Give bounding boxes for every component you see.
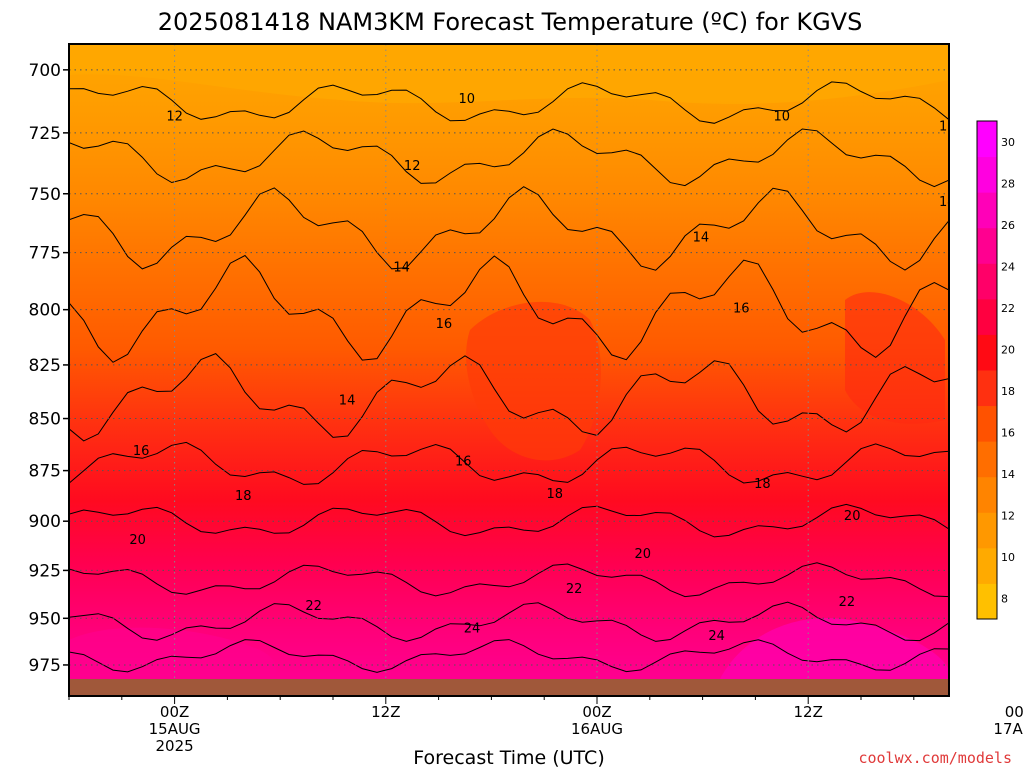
colorbar-segment — [977, 476, 997, 513]
colorbar-tick-label: 22 — [1001, 302, 1015, 315]
isotherm-line — [69, 128, 949, 188]
colorbar-tick-label: 14 — [1001, 468, 1015, 481]
isotherm-label: 16 — [436, 317, 453, 332]
colorbar-tick-label: 10 — [1001, 551, 1015, 564]
isotherm-label: 22 — [839, 595, 856, 610]
isotherm-label: 18 — [754, 477, 771, 492]
chart-title: 2025081418 NAM3KM Forecast Temperature (… — [158, 8, 863, 36]
colorbar-segment — [977, 334, 997, 371]
x-tick-label: 00Z — [160, 703, 189, 721]
isotherm-label: 20 — [634, 547, 651, 562]
isotherm-lines — [69, 81, 949, 673]
isotherm-label: 20 — [129, 533, 146, 548]
credit-text: coolwx.com/models — [858, 749, 1012, 767]
x-tick-label: 15AUG — [149, 720, 201, 738]
isotherm-label: 16 — [133, 444, 150, 459]
isotherm-line — [69, 186, 949, 271]
ground-surface — [69, 679, 949, 696]
y-tick-label: 900 — [29, 512, 61, 532]
colorbar-tick-label: 30 — [1001, 136, 1015, 149]
isotherm-label: 14 — [693, 230, 710, 245]
isotherm-label: 12 — [939, 119, 956, 134]
x-tick-label: 2025 — [156, 737, 194, 755]
colorbar-segment — [977, 263, 997, 300]
y-tick-label: 925 — [29, 561, 61, 581]
x-tick-label: 00Z — [1005, 703, 1024, 721]
colorbar-tick-label: 24 — [1001, 260, 1015, 273]
colorbar-segment — [977, 298, 997, 335]
isotherm-label: 24 — [708, 629, 725, 644]
isotherm-label: 14 — [939, 195, 956, 210]
isotherm-label: 18 — [235, 489, 252, 504]
isotherm-labels: 1010121212141414161616141616181818182020… — [129, 92, 956, 644]
x-tick-label: 16AUG — [571, 720, 623, 738]
colorbar-segment — [977, 547, 997, 584]
y-tick-label: 750 — [29, 185, 61, 205]
y-tick-label: 775 — [29, 244, 61, 264]
colorbar-tick-label: 16 — [1001, 426, 1015, 439]
colorbar-segment — [977, 583, 997, 620]
isotherm-line — [69, 601, 949, 642]
x-tick-label: 12Z — [794, 703, 823, 721]
isotherm-label: 22 — [566, 582, 583, 597]
colorbar-tick-label: 26 — [1001, 219, 1015, 232]
isotherm-label: 10 — [458, 92, 475, 107]
colorbar-frame — [976, 120, 998, 620]
plot-frame — [68, 43, 950, 697]
hot-pocket-surface-left — [69, 627, 277, 679]
y-tick-label: 875 — [29, 462, 61, 482]
isotherm-line — [69, 639, 949, 673]
isotherm-label: 24 — [464, 622, 481, 637]
isotherm-line — [69, 503, 949, 538]
colorbar-tick-label: 18 — [1001, 385, 1015, 398]
x-tick-label: 12Z — [371, 703, 400, 721]
warm-pocket-16aug — [466, 301, 601, 461]
isotherm-line — [69, 353, 949, 442]
y-tick-label: 975 — [29, 656, 61, 676]
isotherm-label: 14 — [393, 260, 410, 275]
colorbar-segment — [977, 156, 997, 193]
x-axis-label: Forecast Time (UTC) — [413, 747, 604, 768]
x-axis: 00Z15AUG202512Z00Z16AUG12Z00Z17AUG — [68, 696, 1024, 755]
isotherm-label: 10 — [774, 109, 791, 124]
cool-pocket-top — [69, 44, 949, 104]
warm-pocket-17aug — [845, 292, 945, 424]
plot-area: 1010121212141414161616141616181818182020… — [69, 44, 956, 696]
colorbar-segment — [977, 441, 997, 478]
y-tick-label: 950 — [29, 609, 61, 629]
y-tick-label: 850 — [29, 410, 61, 430]
isotherm-label: 20 — [844, 509, 861, 524]
y-tick-label: 725 — [29, 124, 61, 144]
colorbar-segment — [977, 512, 997, 549]
isotherm-label: 16 — [733, 301, 750, 316]
colorbar-segment — [977, 370, 997, 407]
y-tick-label: 825 — [29, 356, 61, 376]
grid-lines — [69, 44, 949, 679]
colorbar-tick-label: 20 — [1001, 343, 1015, 356]
isotherm-label: 22 — [305, 599, 322, 614]
isotherm-line — [69, 441, 949, 485]
colorbar-segment — [977, 121, 997, 158]
colorbar-segment — [977, 227, 997, 264]
isotherm-label: 12 — [166, 109, 183, 124]
isotherm-line — [69, 81, 949, 124]
isotherm-label: 12 — [404, 159, 421, 174]
y-axis: 700 725 750 775 800 825 850 875 900 925 950 975 — [29, 61, 69, 676]
x-tick-label: 00Z — [582, 703, 611, 721]
colorbar-tick-label: 8 — [1001, 592, 1008, 605]
x-tick-label: 17AUG — [993, 720, 1024, 738]
y-tick-label: 800 — [29, 301, 61, 321]
colorbar-tick-label: 28 — [1001, 177, 1015, 190]
colorbar-tick-label: 12 — [1001, 509, 1015, 522]
isotherm-label: 16 — [455, 454, 472, 469]
colorbar: 8 10 12 14 16 18 20 22 24 26 28 30 — [976, 120, 1015, 620]
y-tick-label: 700 — [29, 61, 61, 81]
isotherm-line — [69, 254, 949, 363]
colorbar-segment — [977, 192, 997, 229]
isotherm-label: 18 — [546, 487, 563, 502]
colorbar-segment — [977, 405, 997, 442]
isotherm-line — [69, 562, 949, 598]
isotherm-label: 14 — [339, 393, 356, 408]
